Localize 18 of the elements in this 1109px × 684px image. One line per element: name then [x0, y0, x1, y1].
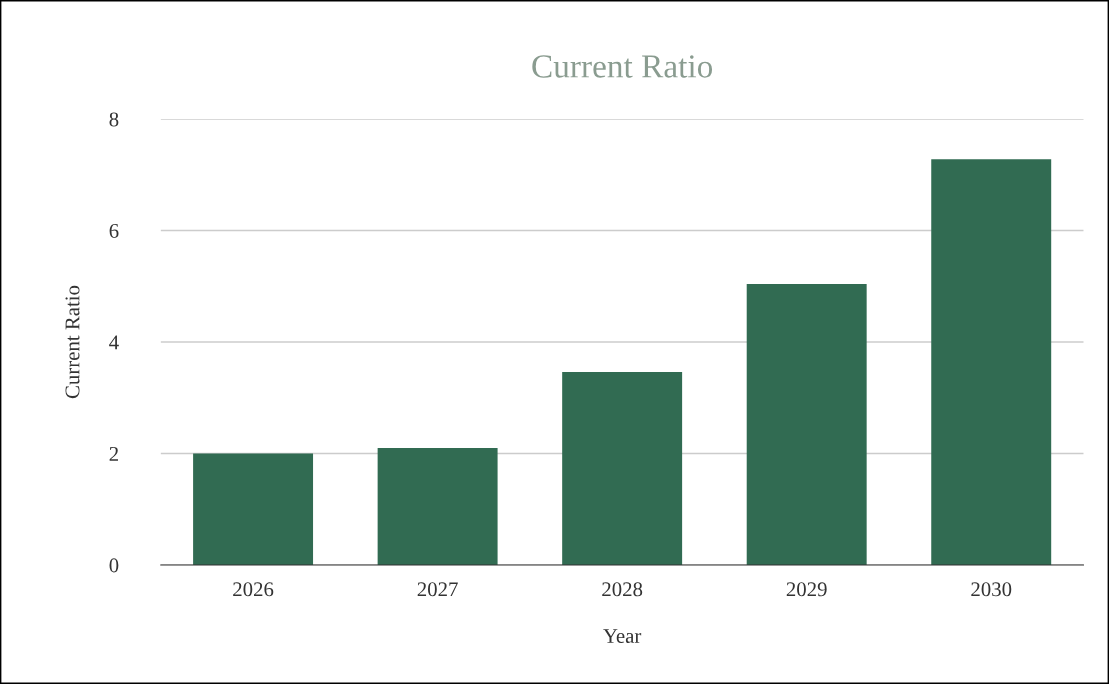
chart-title: Current Ratio: [532, 55, 713, 78]
y-tick-label: 6: [109, 223, 119, 238]
x-tick-label: 2028: [602, 582, 643, 597]
x-axis-title: Year: [603, 629, 642, 643]
x-tick-label: 2027: [417, 582, 458, 597]
bar: [377, 447, 498, 565]
y-tick-label: 2: [109, 446, 118, 461]
bar: [562, 372, 683, 565]
bar: [746, 284, 867, 565]
x-tick-label: 2030: [971, 582, 1012, 597]
x-tick-label: 2029: [786, 582, 827, 597]
bar: [931, 159, 1052, 565]
x-tick-label: 2026: [233, 582, 274, 597]
y-tick-label: 4: [109, 335, 119, 350]
y-tick-label: 0: [109, 558, 119, 573]
y-axis-title: Current Ratio: [65, 285, 80, 399]
y-tick-label: 8: [109, 112, 119, 127]
bar: [193, 453, 314, 565]
